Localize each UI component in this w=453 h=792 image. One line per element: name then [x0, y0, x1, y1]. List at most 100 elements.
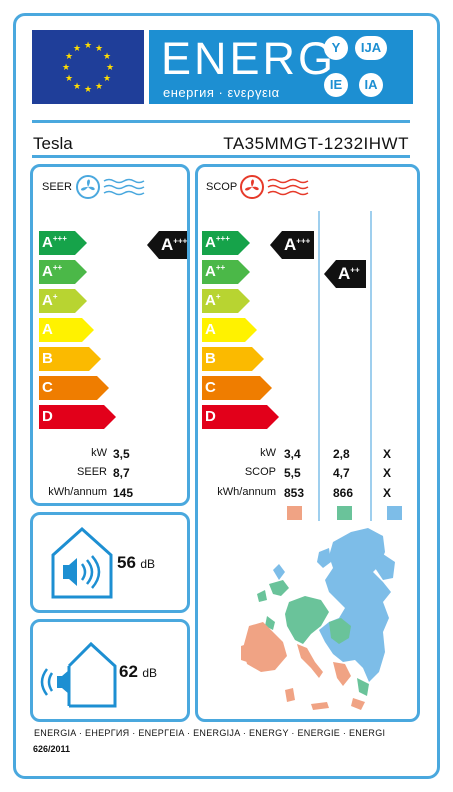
svg-text:★: ★ [65, 52, 73, 62]
lang-circle-ija: IJA [355, 36, 387, 60]
seer-class-arrow: B [39, 347, 101, 371]
outdoor-noise-panel: 62 dB [30, 619, 190, 722]
lang-circle-ia: IA [359, 73, 383, 97]
scop-class-letter: A [205, 321, 216, 338]
lang-circle-ie: IE [324, 73, 348, 97]
svg-text:★: ★ [65, 74, 73, 84]
zone-average-swatch [337, 506, 352, 520]
scop-rating-average-badge: A++ [324, 260, 366, 288]
seer-class-letter: A [42, 292, 53, 309]
seer-class-arrow: A [39, 318, 94, 342]
eu-flag: ★ ★ ★ ★ ★ ★ ★ ★ ★ ★ ★ ★ [32, 30, 144, 104]
scop-class-letter: D [205, 408, 216, 425]
zone-cold-swatch [387, 506, 402, 520]
energ-title: ENERG [161, 33, 337, 84]
scop-average-letter: A [338, 264, 351, 283]
svg-text:★: ★ [103, 52, 111, 62]
scop-class-letter: A [205, 234, 216, 251]
scop-class-arrow: D [202, 405, 279, 429]
svg-text:★: ★ [84, 41, 92, 51]
zone-warm-swatch [287, 506, 302, 520]
scop-row-scop-label: SCOP [244, 466, 276, 478]
heating-fan-icon [240, 175, 309, 199]
seer-class-arrow: A+++ [39, 231, 87, 255]
seer-class-letter: A [42, 321, 53, 338]
cooling-fan-icon [76, 175, 145, 199]
svg-text:★: ★ [103, 74, 111, 84]
eu-stars-icon: ★ ★★ ★★★ ★★★ ★★★ [62, 41, 114, 95]
seer-class-arrow: C [39, 376, 109, 400]
scop-average-plus: ++ [350, 265, 360, 275]
scop-class-arrow: A++ [202, 260, 250, 284]
scop-row-kw-label: kW [260, 447, 276, 459]
seer-class-plus: ++ [52, 263, 63, 272]
indoor-noise-value: 56 [117, 553, 136, 572]
divider-top [32, 120, 410, 123]
seer-class-arrow: A+ [39, 289, 87, 313]
label-frame [13, 13, 440, 779]
svg-text:★: ★ [95, 82, 103, 92]
scop-class-letter: A [205, 263, 216, 280]
scop-row-scop-v2: 4,7 [333, 466, 350, 480]
indoor-speaker-icon [51, 526, 113, 599]
svg-text:★: ★ [95, 44, 103, 54]
scop-row-kw-v2: 2,8 [333, 447, 350, 461]
regulation-number: 626/2011 [33, 744, 71, 754]
scop-row-kwh-label: kWh/annum [217, 486, 276, 498]
seer-class-letter: C [42, 379, 53, 396]
scop-row-kw-v3: X [383, 447, 392, 461]
seer-label: SEER [42, 181, 72, 193]
supplier-name: Tesla [33, 134, 73, 153]
energy-subtitle: енергия · ενεργεια [163, 85, 280, 100]
scop-class-arrow: A [202, 318, 257, 342]
svg-text:★: ★ [73, 44, 81, 54]
svg-text:★: ★ [84, 85, 92, 95]
energy-header: ENERG енергия · ενεργεια Y IJA IE IA [149, 30, 413, 104]
seer-row-kw-value: 3,5 [113, 447, 130, 461]
svg-text:★: ★ [62, 63, 70, 73]
seer-class-letter: A [42, 234, 53, 251]
scop-label: SCOP [206, 181, 238, 193]
scop-class-arrow: C [202, 376, 272, 400]
svg-text:★: ★ [106, 63, 114, 73]
outdoor-noise-value: 62 [119, 662, 138, 681]
scop-panel: SCOP A+++ A++ A+ A B C D A+++ A++ kW 3,4 2,8 X… [195, 164, 420, 722]
indoor-noise-readout: 56 dB [117, 553, 155, 573]
seer-class-plus: + [52, 292, 58, 301]
seer-row-kwh-label: kWh/annum [48, 486, 107, 498]
scop-row-kwh-v1: 853 [284, 486, 305, 500]
seer-class-letter: B [42, 350, 53, 367]
indoor-noise-unit: dB [140, 557, 156, 571]
scop-class-letter: B [205, 350, 216, 367]
seer-rating-plus: +++ [173, 236, 188, 246]
scop-class-arrow: A+++ [202, 231, 250, 255]
scop-row-kw-v1: 3,4 [284, 447, 301, 461]
seer-class-arrow: D [39, 405, 116, 429]
scop-warm-letter: A [284, 235, 297, 254]
outdoor-speaker-icon [40, 641, 117, 708]
europe-climate-map [241, 528, 395, 710]
scop-class-letter: A [205, 292, 216, 309]
divider-bottom [32, 155, 410, 158]
seer-row-seer-value: 8,7 [113, 466, 130, 480]
scop-warm-plus: +++ [296, 236, 311, 246]
scop-class-plus: +++ [215, 234, 230, 243]
scop-column-divider-1 [318, 211, 320, 521]
scop-row-scop-v3: X [383, 466, 392, 480]
seer-row-kwh-value: 145 [113, 486, 134, 500]
outdoor-noise-readout: 62 dB [119, 662, 157, 682]
svg-text:★: ★ [73, 82, 81, 92]
scop-class-arrow: A+ [202, 289, 250, 313]
scop-row-scop-v1: 5,5 [284, 466, 301, 480]
seer-class-letter: D [42, 408, 53, 425]
seer-row-kw-label: kW [91, 447, 107, 459]
lang-circle-y: Y [324, 36, 348, 60]
footer-languages: ENERGIA · ЕНЕРГИЯ · ΕΝΕΡΓΕΙΑ · ENERGIJA … [34, 728, 386, 738]
scop-class-letter: C [205, 379, 216, 396]
scop-row-kwh-v3: X [383, 486, 392, 500]
scop-class-plus: ++ [215, 263, 226, 272]
seer-rating-letter: A [161, 235, 174, 254]
seer-class-plus: +++ [52, 234, 67, 243]
seer-panel: SEER A+++ A++ A+ A B C D A+++ kW 3,5 SEER 8,7 … [30, 164, 190, 506]
scop-class-plus: + [215, 292, 221, 301]
